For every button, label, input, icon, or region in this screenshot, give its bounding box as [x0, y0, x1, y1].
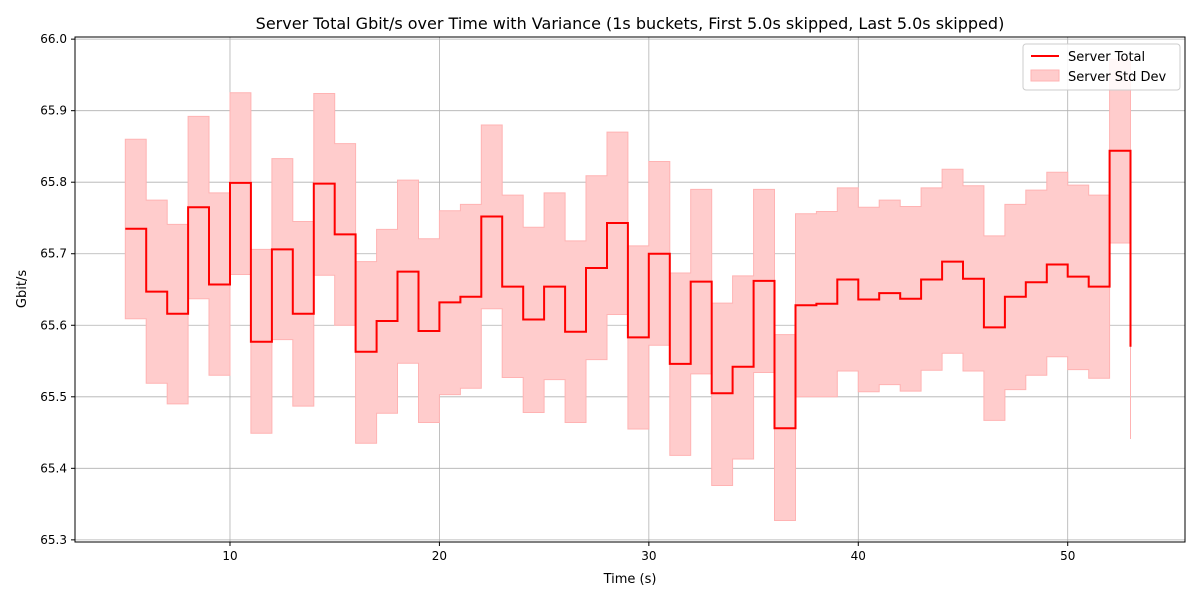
x-axis-label: Time (s) — [603, 572, 657, 587]
y-tick-label: 65.3 — [40, 533, 67, 547]
x-tick-label: 20 — [432, 549, 447, 563]
y-tick-label: 65.8 — [40, 175, 67, 189]
y-tick-label: 66.0 — [40, 32, 67, 46]
y-tick-label: 65.6 — [40, 318, 67, 332]
legend: Server Total Server Std Dev — [1023, 44, 1180, 90]
chart-title: Server Total Gbit/s over Time with Varia… — [256, 14, 1005, 33]
legend-label-server-total: Server Total — [1068, 50, 1145, 65]
x-tick-label: 50 — [1060, 549, 1075, 563]
y-tick-label: 65.4 — [40, 461, 67, 475]
x-tick-label: 10 — [222, 549, 237, 563]
y-tick-label: 65.9 — [40, 104, 67, 118]
legend-band-swatch — [1031, 70, 1059, 81]
legend-label-server-std-dev: Server Std Dev — [1068, 70, 1167, 85]
y-tick-label: 65.7 — [40, 247, 67, 261]
x-tick-label: 30 — [641, 549, 656, 563]
y-tick-label: 65.5 — [40, 390, 67, 404]
x-tick-label: 40 — [851, 549, 866, 563]
y-axis-label: Gbit/s — [15, 270, 30, 308]
